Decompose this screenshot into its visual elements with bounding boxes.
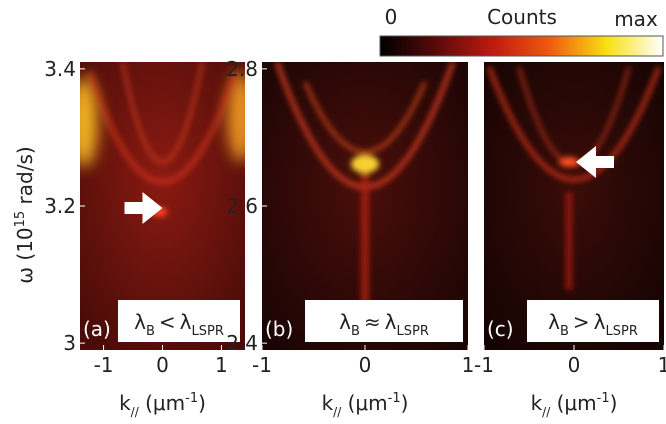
legend-symbol: λ — [385, 310, 397, 334]
x-label-text: k — [119, 391, 131, 415]
y-tick-label: 3 — [63, 331, 76, 355]
x-axis-label: k// (μm-1) — [531, 391, 618, 419]
x-label-sup: -1 — [597, 391, 610, 406]
legend-sub: B — [560, 324, 569, 339]
panel-tag: (c) — [487, 317, 514, 341]
x-axis-label: k// (μm-1) — [119, 391, 206, 419]
colorbar-min: 0 — [385, 5, 398, 29]
x-tick-label: -1 — [252, 353, 272, 377]
y-tick-label: 2.8 — [226, 57, 258, 81]
legend-symbol: λ — [594, 310, 606, 334]
legend-symbol: λ — [180, 310, 192, 334]
colorbar-label: Counts — [487, 5, 557, 29]
legend-symbol: λ — [339, 310, 351, 334]
x-tick-label: 0 — [568, 353, 581, 377]
x-tick-label: 0 — [359, 353, 372, 377]
mode-spot — [351, 155, 379, 173]
legend-sub: LSPR — [192, 324, 224, 339]
colorbar — [380, 36, 663, 56]
legend-sub: LSPR — [397, 324, 429, 339]
panel-tag: (b) — [265, 317, 293, 341]
colorbar-max: max — [614, 7, 658, 31]
x-tick-label: -1 — [94, 353, 114, 377]
y-axis-label: ω (1015 rad/s) — [13, 146, 37, 283]
x-tick-label: 0 — [156, 353, 169, 377]
x-tick-label: 1 — [215, 353, 228, 377]
x-tick-label: 1 — [658, 353, 666, 377]
y-label-text: ω (10 — [13, 227, 37, 283]
x-label-text: ) — [610, 391, 618, 415]
x-label-sup: -1 — [388, 391, 401, 406]
x-label-text: k — [322, 391, 334, 415]
x-label-text: (μm — [550, 391, 596, 415]
x-label-text: (μm — [341, 391, 387, 415]
x-label-text: ) — [198, 391, 206, 415]
y-label-text: rad/s) — [13, 146, 37, 211]
y-tick-label: 2.4 — [226, 331, 258, 355]
legend-sub: B — [351, 324, 360, 339]
y-tick-label: 3.2 — [44, 194, 76, 218]
x-tick-label: -1 — [474, 353, 494, 377]
panel-tag: (a) — [83, 317, 111, 341]
legend-sub: B — [146, 324, 155, 339]
legend-relation: > — [573, 310, 590, 334]
legend-sub: LSPR — [606, 324, 638, 339]
x-label-text: ) — [401, 391, 409, 415]
y-tick-label: 3.4 — [44, 57, 76, 81]
legend-symbol: λ — [134, 310, 146, 334]
y-label-sup: 15 — [13, 211, 28, 228]
x-axis-label: k// (μm-1) — [322, 391, 409, 419]
legend-relation: < — [159, 310, 176, 334]
legend-symbol: λ — [548, 310, 560, 334]
x-tick-label: 1 — [462, 353, 475, 377]
x-label-text: k — [531, 391, 543, 415]
y-tick-label: 2.6 — [226, 194, 258, 218]
legend-relation: ≈ — [364, 310, 381, 334]
figure: ω (1015 rad/s) 0 Counts max λB<λLSPR(a)-… — [0, 0, 666, 424]
x-label-sup: -1 — [185, 391, 198, 406]
x-label-text: (μm — [139, 391, 185, 415]
